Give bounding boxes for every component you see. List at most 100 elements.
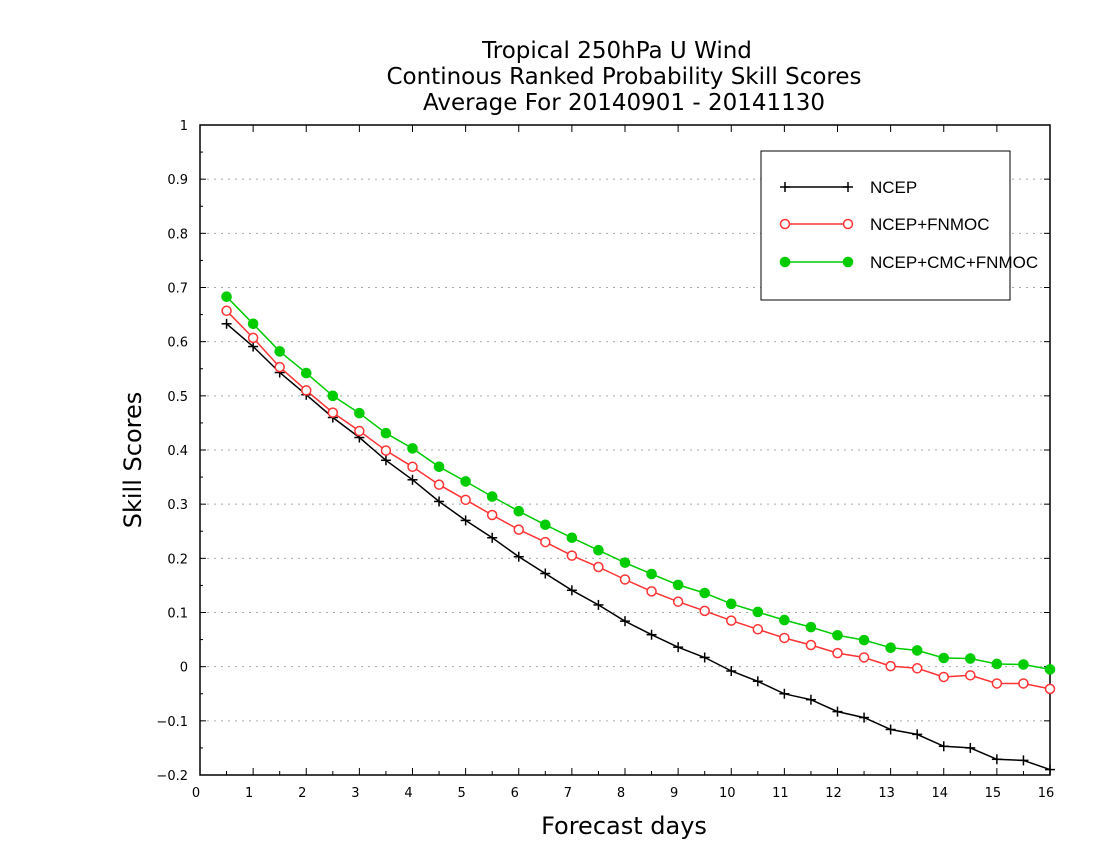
data-point [725, 598, 737, 610]
data-point [991, 678, 1003, 689]
data-point [672, 579, 684, 591]
data-point [805, 621, 817, 633]
data-point [486, 491, 498, 502]
data-point [1018, 659, 1029, 670]
y-axis-label: Skill Scores [119, 392, 147, 529]
series-ncep-fnmoc [221, 305, 1056, 695]
legend-label: NCEP+CMC+FNMOC [870, 253, 1038, 272]
data-point [221, 318, 232, 329]
y-tick-label: 0.4 [167, 444, 188, 459]
data-point [513, 524, 524, 535]
data-point [1018, 678, 1029, 689]
data-point [991, 658, 1003, 670]
data-point [699, 652, 710, 663]
grid [200, 178, 1050, 722]
data-point [301, 385, 312, 396]
legend-marker [780, 182, 790, 192]
data-point [646, 629, 657, 640]
data-point [433, 461, 445, 473]
data-point [938, 671, 949, 683]
series-ncep [221, 318, 1055, 775]
data-point [460, 515, 471, 526]
axes: −0.2−0.100.10.20.30.40.50.60.70.80.910 1 2… [156, 119, 1054, 801]
data-point [912, 729, 923, 740]
data-point [247, 332, 259, 344]
x-tick-label: 12 [825, 786, 842, 801]
legend-marker [779, 218, 791, 230]
y-tick-label: −0.1 [156, 715, 188, 730]
legend: NCEP NCEP+FNMOC NCEP+CMC+FNMOC [760, 150, 1038, 301]
y-tick-label: 0.7 [167, 282, 188, 297]
data-point [354, 425, 365, 437]
data-point [699, 605, 710, 617]
data-point [247, 318, 259, 330]
data-point [1044, 664, 1056, 675]
data-point [460, 494, 471, 506]
title-line-2: Continous Ranked Probability Skill Score… [386, 64, 861, 90]
data-point [248, 341, 259, 352]
data-point [832, 706, 843, 717]
x-tick-label: 3 [351, 786, 359, 801]
data-point [620, 616, 630, 627]
x-tick-label: 8 [617, 786, 625, 801]
data-point [779, 632, 790, 644]
data-point [221, 291, 232, 303]
legend-label: NCEP+FNMOC [870, 215, 989, 234]
y-tick-label: 0 [180, 661, 188, 676]
data-point [885, 660, 896, 672]
y-tick-label: 0.6 [167, 336, 188, 351]
data-point [487, 532, 498, 543]
data-point [752, 676, 763, 687]
data-point [858, 634, 870, 646]
y-tick-label: 0.3 [167, 498, 188, 513]
legend-box [760, 150, 1011, 301]
data-point [779, 614, 790, 626]
data-point [938, 652, 950, 664]
data-point [407, 461, 418, 473]
x-tick-label: 14 [931, 786, 948, 801]
data-point [566, 550, 578, 561]
data-point [938, 741, 949, 752]
legend-label: NCEP [870, 178, 917, 197]
data-point [672, 596, 684, 607]
data-point [885, 642, 896, 654]
data-point [513, 551, 524, 562]
data-point [434, 496, 445, 507]
data-point [965, 653, 976, 664]
data-point [991, 754, 1002, 765]
data-point [407, 443, 418, 454]
data-point [885, 724, 896, 735]
x-tick-label: 13 [878, 786, 895, 801]
x-tick-label: 0 [192, 786, 200, 801]
data-point [513, 505, 525, 517]
y-tick-label: −0.2 [156, 769, 188, 784]
data-point [646, 568, 657, 580]
data-point [380, 427, 392, 439]
data-point [354, 407, 365, 419]
data-point [911, 645, 923, 656]
series-line [226, 296, 1051, 671]
title-line-1: Tropical 250hPa U Wind [481, 38, 752, 64]
data-point [619, 574, 631, 585]
data-point [699, 587, 710, 599]
data-point [1018, 755, 1029, 766]
x-tick-label: 10 [719, 786, 736, 801]
series-line [226, 323, 1051, 771]
x-tick-label: 11 [772, 786, 789, 801]
data-point [300, 367, 312, 379]
x-tick-label: 2 [298, 786, 306, 801]
data-point [593, 544, 604, 556]
x-tick-label: 16 [1038, 786, 1055, 801]
series-ncep-cmc-fnmoc [221, 291, 1056, 675]
legend-entry: NCEP [780, 178, 917, 197]
data-point [752, 624, 764, 635]
data-point [221, 305, 232, 317]
data-point [540, 536, 551, 548]
y-tick-label: 1 [180, 119, 188, 134]
y-tick-label: 0.1 [167, 607, 188, 622]
legend-marker [779, 256, 791, 268]
y-tick-label: 0.2 [167, 552, 188, 567]
data-point [805, 639, 817, 651]
data-point [646, 586, 657, 597]
